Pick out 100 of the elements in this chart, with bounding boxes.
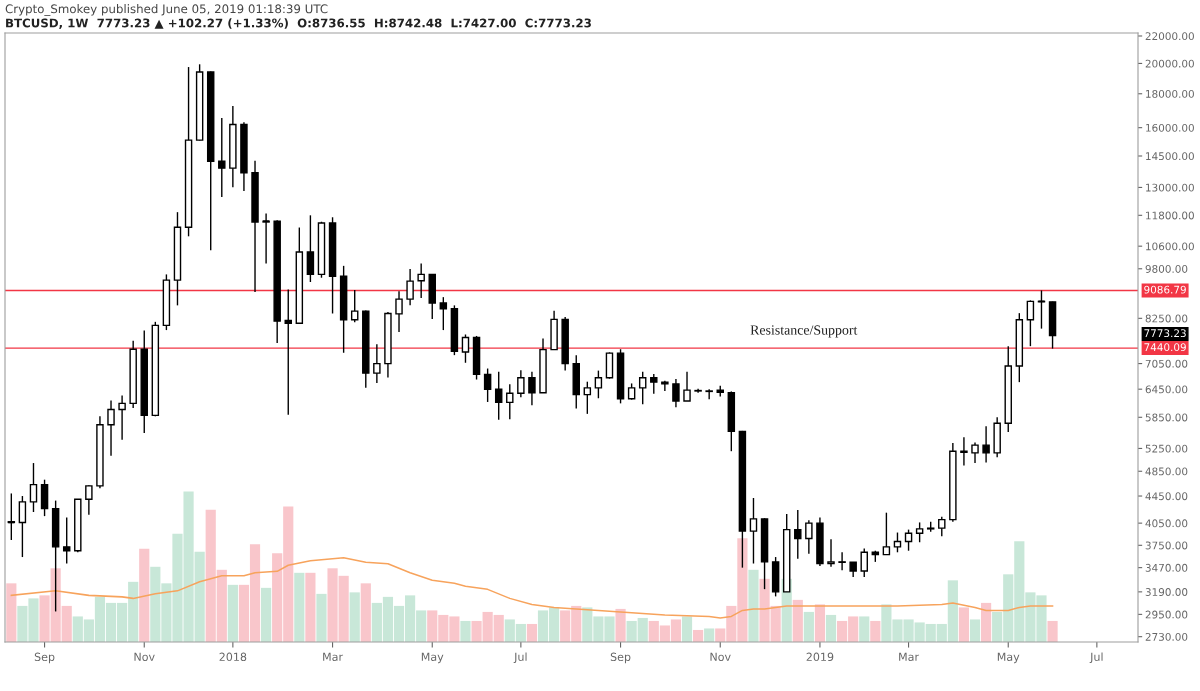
candlestick <box>583 381 592 415</box>
y-tick-label: 5850.00 <box>1145 413 1188 422</box>
candlestick <box>915 521 924 543</box>
candlestick <box>118 394 126 441</box>
candlestick <box>672 378 680 408</box>
y-tick-label: 6450.00 <box>1145 385 1188 394</box>
y-tick-label: 3190.00 <box>1145 588 1188 596</box>
candlestick <box>62 516 71 565</box>
x-tick-label: Sep <box>34 652 55 664</box>
candlestick <box>218 117 226 198</box>
y-tick-label: 20000.00 <box>1145 59 1194 68</box>
bar <box>305 572 316 642</box>
bar <box>859 616 870 642</box>
candlestick <box>960 436 968 467</box>
bar <box>615 608 626 642</box>
y-tick-label: 16000.00 <box>1146 123 1194 132</box>
y-tick-label: 7050.00 <box>1145 359 1188 368</box>
bar <box>294 572 305 642</box>
candlestick <box>85 484 93 516</box>
y-tick-label: 14500.00 <box>1146 152 1194 161</box>
candlestick <box>838 551 846 571</box>
bar <box>316 593 327 642</box>
candlestick <box>794 509 802 560</box>
bar <box>360 583 371 642</box>
x-tick-label: Nov <box>134 652 155 662</box>
candlestick <box>494 371 503 421</box>
x-tick-label: 2018 <box>219 652 247 662</box>
candlestick <box>506 383 514 420</box>
bar <box>814 604 826 642</box>
candlestick <box>439 296 448 331</box>
bar <box>704 628 715 642</box>
y-tick-label: 2730.00 <box>1145 632 1188 641</box>
candlestick <box>705 388 713 400</box>
candlestick <box>882 511 891 556</box>
candlestick <box>650 373 658 395</box>
candlestick <box>938 516 946 537</box>
y-tick-label: 11800.00 <box>1146 211 1194 220</box>
bar <box>969 619 981 642</box>
y-tick-label: 5250.00 <box>1145 444 1188 453</box>
chart-title: Crypto_Smokey published June 05, 2019 01:18:39 UTC <box>5 4 328 16</box>
x-tick-label: May <box>997 652 1020 664</box>
bar <box>1047 620 1058 642</box>
candlestick <box>306 214 315 283</box>
bar <box>227 584 238 642</box>
x-tick-label: 2019 <box>806 652 834 662</box>
x-tick-label: Jul <box>1089 652 1103 664</box>
candlestick <box>528 371 536 406</box>
candlestick <box>373 343 381 384</box>
bar <box>825 614 837 642</box>
bar <box>870 620 881 642</box>
candlestick <box>262 212 270 265</box>
bar <box>261 587 272 642</box>
ref-line-label: 9086.79 <box>1144 285 1186 294</box>
candlestick <box>406 268 414 307</box>
candlestick <box>1026 299 1035 347</box>
candlestick <box>417 262 425 299</box>
annotation: Resistance/Support <box>750 325 858 338</box>
candlestick <box>461 333 470 364</box>
candlestick <box>18 495 27 558</box>
y-tick-label: 3470.00 <box>1145 563 1188 572</box>
candlestick <box>284 288 292 416</box>
candlestick <box>860 547 868 578</box>
y-tick-label: 9800.00 <box>1145 265 1188 273</box>
candlestick <box>638 371 647 405</box>
y-tick-label: 18000.00 <box>1146 89 1194 98</box>
chart-subtitle: BTCUSD, 1W 7773.23 ▲ +102.27 (+1.33%) O:8736.55 H:8742.48 L:7427.00 C:7773.23 <box>6 18 591 29</box>
y-tick-label: 3750.00 <box>1145 541 1188 550</box>
y-tick-label: 4050.00 <box>1145 519 1188 528</box>
candlestick <box>971 441 979 464</box>
text: 7773.23 <box>1144 329 1186 338</box>
candlestick <box>29 462 38 513</box>
candlestick <box>517 369 525 399</box>
x-tick-label: May <box>421 652 444 664</box>
x-tick-label: Sep <box>610 652 631 664</box>
bar <box>803 611 814 642</box>
bar <box>526 623 538 642</box>
candlestick <box>904 528 913 552</box>
bar <box>349 592 360 642</box>
bar <box>6 583 17 642</box>
candlestick <box>107 399 115 457</box>
ref-line-label: 7440.09 <box>1144 343 1186 352</box>
bar <box>681 616 693 642</box>
candlestick <box>350 289 359 323</box>
y-tick-label: 13000.00 <box>1146 183 1194 192</box>
y-tick-label: 8250.00 <box>1145 314 1188 323</box>
candlestick <box>749 497 758 565</box>
candlestick <box>827 538 835 568</box>
bar <box>958 607 970 642</box>
y-tick-label: 4450.00 <box>1145 492 1188 501</box>
candlestick <box>395 290 403 333</box>
y-tick-label: 4850.00 <box>1145 467 1188 476</box>
x-tick-label: Mar <box>899 652 920 662</box>
bar <box>139 548 150 642</box>
y-tick-label: 2950.00 <box>1145 610 1188 619</box>
candlestick <box>893 531 902 553</box>
bar <box>980 602 992 642</box>
y-tick-label: 22000.00 <box>1145 32 1194 41</box>
candlestick <box>683 371 691 402</box>
candlestick <box>805 519 813 555</box>
x-tick-label: Mar <box>323 652 344 662</box>
